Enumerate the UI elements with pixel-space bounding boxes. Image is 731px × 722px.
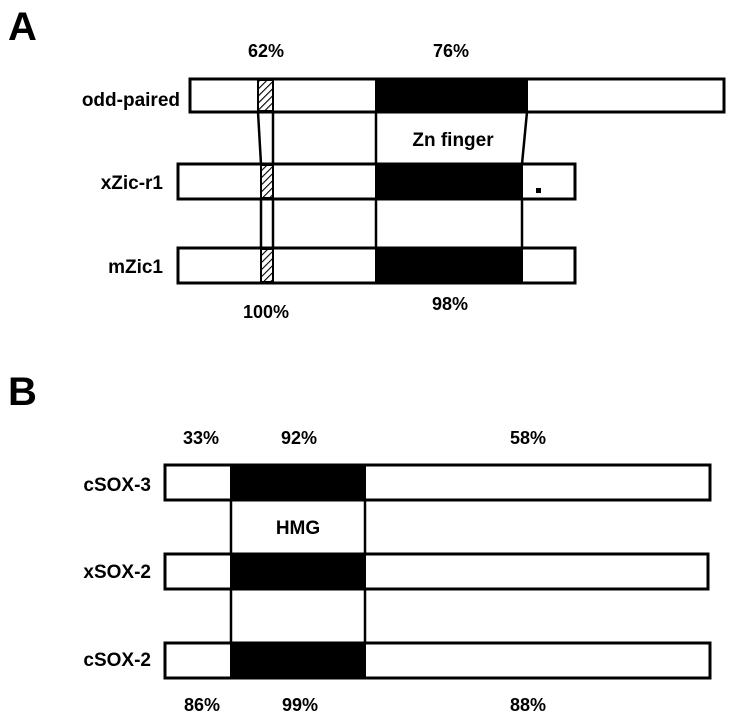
hmg-domain bbox=[230, 554, 366, 589]
identity-bottom-n-term: 86% bbox=[184, 695, 220, 715]
protein-label-csox-3: cSOX-3 bbox=[83, 475, 151, 496]
protein-label-xsox-2: xSOX-2 bbox=[83, 562, 151, 583]
bar-mzic1 bbox=[176, 246, 577, 285]
dot-marker bbox=[536, 188, 541, 193]
identity-bottom-c-term: 88% bbox=[510, 695, 546, 715]
identity-top-c-term: 58% bbox=[510, 428, 546, 448]
identity-bottom-zn-finger: 98% bbox=[432, 294, 468, 314]
panel-b-letter: B bbox=[8, 370, 37, 414]
hatched-motif bbox=[260, 248, 274, 283]
hatched-motif bbox=[257, 79, 274, 112]
alignment-connectors-a bbox=[256, 111, 529, 248]
identity-top-zn-finger: 76% bbox=[433, 41, 469, 61]
bar-odd-paired bbox=[188, 77, 726, 114]
domain-label-hmg: HMG bbox=[276, 518, 320, 539]
hmg-domain bbox=[230, 465, 366, 500]
hmg-domain bbox=[230, 643, 366, 678]
bar-xsox-2 bbox=[163, 552, 710, 591]
panel-a: A 62% 76% odd-paired xZic-r1 mZic1 Zn fi… bbox=[8, 5, 726, 322]
panel-b: B 33% 92% 58% cSOX-3 xSOX-2 cSOX-2 HMG bbox=[8, 370, 712, 715]
bar-csox-2 bbox=[163, 641, 712, 680]
bar-xzic-r1 bbox=[176, 162, 577, 201]
panel-a-letter: A bbox=[8, 5, 37, 49]
protein-label-xzic-r1: xZic-r1 bbox=[101, 173, 164, 194]
protein-label-csox-2: cSOX-2 bbox=[83, 650, 151, 671]
zn-finger-domain bbox=[375, 248, 523, 283]
identity-top-motif: 62% bbox=[248, 41, 284, 61]
identity-top-n-term: 33% bbox=[183, 428, 219, 448]
identity-bottom-motif: 100% bbox=[243, 302, 289, 322]
protein-label-mzic1: mZic1 bbox=[108, 257, 163, 278]
identity-top-hmg: 92% bbox=[281, 428, 317, 448]
bar-csox-3 bbox=[163, 463, 712, 502]
protein-label-odd-paired: odd-paired bbox=[82, 90, 180, 111]
identity-bottom-hmg: 99% bbox=[282, 695, 318, 715]
zn-finger-domain bbox=[375, 164, 523, 199]
hatched-motif bbox=[260, 164, 274, 199]
alignment-connectors-b bbox=[229, 500, 367, 643]
zn-finger-domain bbox=[375, 79, 528, 112]
domain-label-zn-finger: Zn finger bbox=[412, 130, 494, 151]
